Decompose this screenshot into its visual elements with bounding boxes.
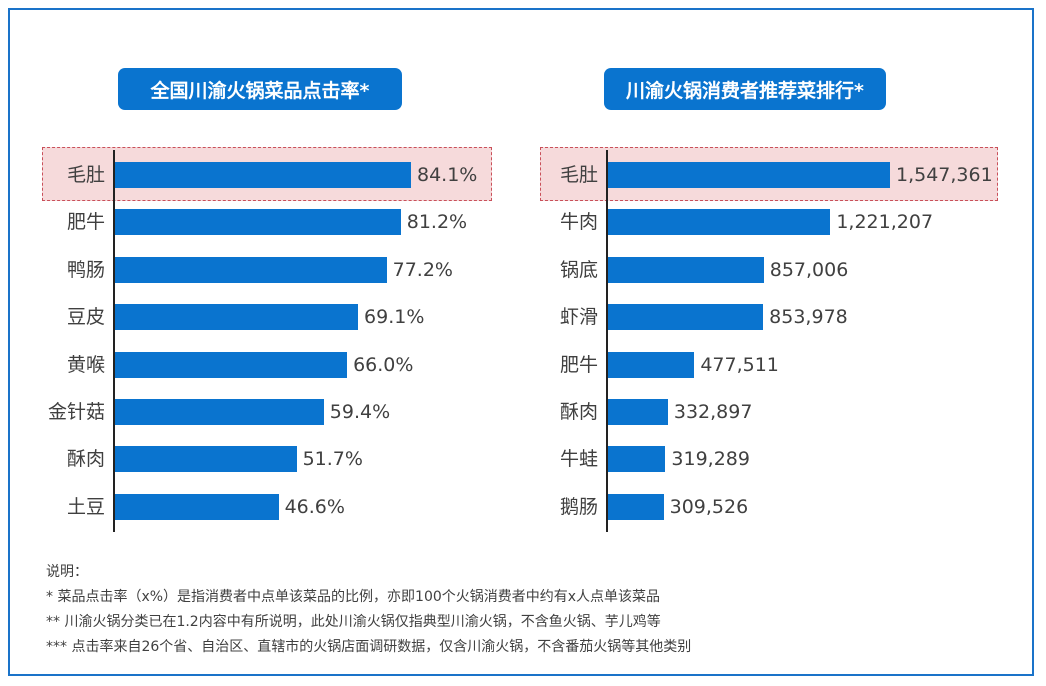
data-label: 1,547,361 (896, 164, 993, 186)
bar (607, 399, 668, 425)
data-label: 857,006 (769, 258, 849, 281)
category-label: 酥肉 (559, 401, 598, 423)
data-label: 66.0% (353, 353, 414, 376)
data-label: 853,978 (769, 306, 848, 329)
bar (114, 399, 324, 425)
bar (114, 493, 279, 520)
data-label: 51.7% (302, 448, 363, 471)
data-label: 332,897 (673, 401, 753, 423)
data-label: 1,221,207 (836, 211, 934, 234)
note-line: *** 点击率来自26个省、自治区、直辖市的火锅店面调研数据，仅含川渝火锅，不含… (46, 639, 692, 655)
data-label: 319,289 (671, 448, 750, 471)
category-label: 土豆 (66, 495, 105, 518)
data-label: 46.6% (284, 495, 345, 518)
frame (8, 8, 1034, 676)
bar (607, 446, 666, 473)
y-axis-line (113, 150, 115, 532)
charts: 毛肚 84.1% 肥牛 81.2% 鸭肠 77.2% 豆皮 69.1% 黄喉 66.0% 金针菇 59… (42, 147, 998, 532)
bar (114, 446, 297, 473)
notes-heading: 说明： (46, 564, 88, 580)
y-axis-line (606, 150, 608, 532)
category-label: 黄喉 (66, 353, 105, 376)
note-line: * 菜品点击率（x%）是指消费者中点单该菜品的比例，亦即100个火锅消费者中约有… (46, 589, 661, 605)
data-label: 69.1% (364, 306, 425, 329)
data-label: 84.1% (417, 164, 478, 186)
bar (607, 256, 764, 283)
data-label: 77.2% (392, 258, 453, 281)
category-label: 虾滑 (559, 306, 598, 329)
bar (607, 209, 831, 236)
bar (114, 162, 411, 188)
data-label: 477,511 (700, 353, 779, 376)
category-label: 鹅肠 (559, 495, 598, 518)
notes: 说明： * 菜品点击率（x%）是指消费者中点单该菜品的比例，亦即100个火锅消费… (46, 560, 691, 660)
category-label: 豆皮 (66, 306, 105, 329)
bar (114, 256, 387, 283)
bar (607, 351, 695, 378)
category-label: 牛肉 (559, 211, 598, 234)
category-label: 毛肚 (66, 164, 105, 186)
data-label: 309,526 (669, 495, 749, 518)
category-label: 毛肚 (559, 164, 598, 186)
left-chart-title: 全国川渝火锅菜品点击率* (118, 68, 402, 110)
category-label: 牛蛙 (559, 448, 598, 471)
category-label: 锅底 (559, 258, 598, 281)
bar (114, 351, 348, 378)
bar (607, 493, 664, 520)
category-label: 肥牛 (559, 353, 598, 376)
bar (114, 304, 359, 331)
right-chart-title: 川渝火锅消费者推荐菜排行* (604, 68, 886, 110)
bar (607, 162, 890, 188)
category-label: 肥牛 (66, 211, 105, 234)
data-label: 59.4% (329, 401, 391, 423)
bar (114, 209, 401, 236)
category-label: 金针菇 (47, 401, 105, 423)
category-label: 酥肉 (66, 448, 105, 471)
data-label: 81.2% (406, 211, 468, 234)
note-line: ** 川渝火锅分类已在1.2内容中有所说明，此处川渝火锅仅指典型川渝火锅，不含鱼… (46, 614, 661, 630)
category-label: 鸭肠 (66, 258, 105, 281)
bar (607, 304, 764, 331)
